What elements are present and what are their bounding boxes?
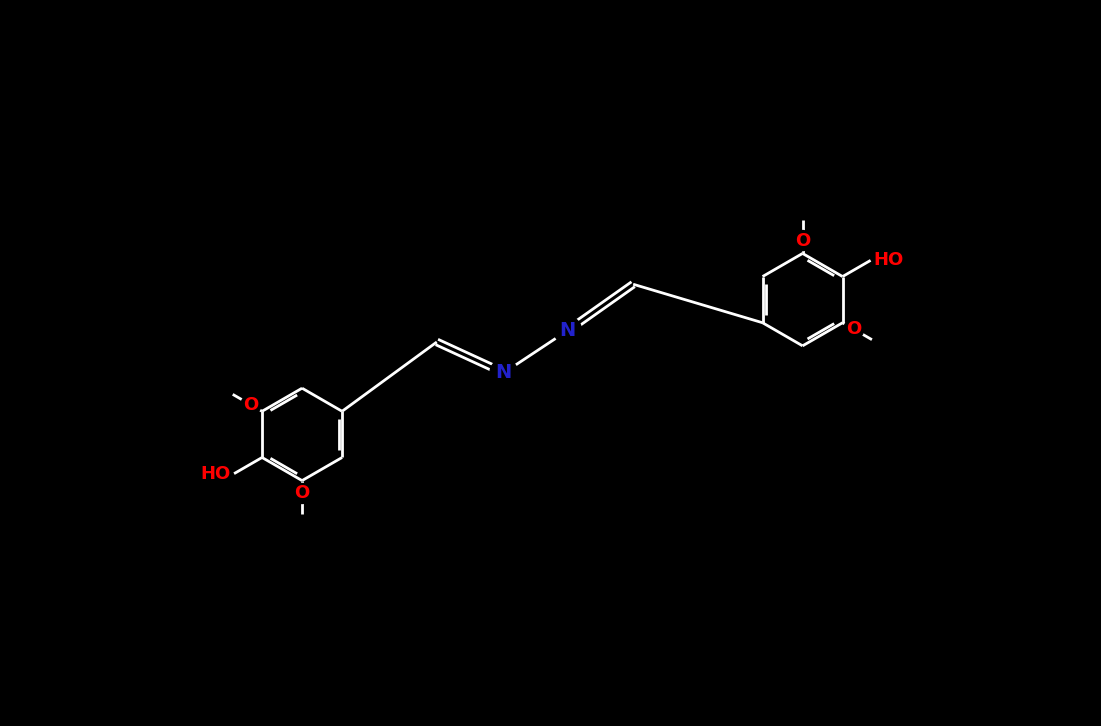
Text: HO: HO: [874, 251, 904, 269]
Circle shape: [490, 359, 517, 387]
Circle shape: [843, 319, 864, 339]
Circle shape: [292, 484, 312, 503]
Circle shape: [241, 395, 261, 415]
Text: O: O: [846, 320, 861, 338]
Text: O: O: [294, 484, 309, 502]
Circle shape: [554, 317, 581, 344]
Text: O: O: [795, 232, 810, 250]
Text: O: O: [243, 396, 259, 414]
Text: HO: HO: [200, 465, 231, 483]
Text: N: N: [495, 363, 512, 383]
Text: N: N: [559, 321, 576, 340]
Circle shape: [793, 231, 813, 250]
